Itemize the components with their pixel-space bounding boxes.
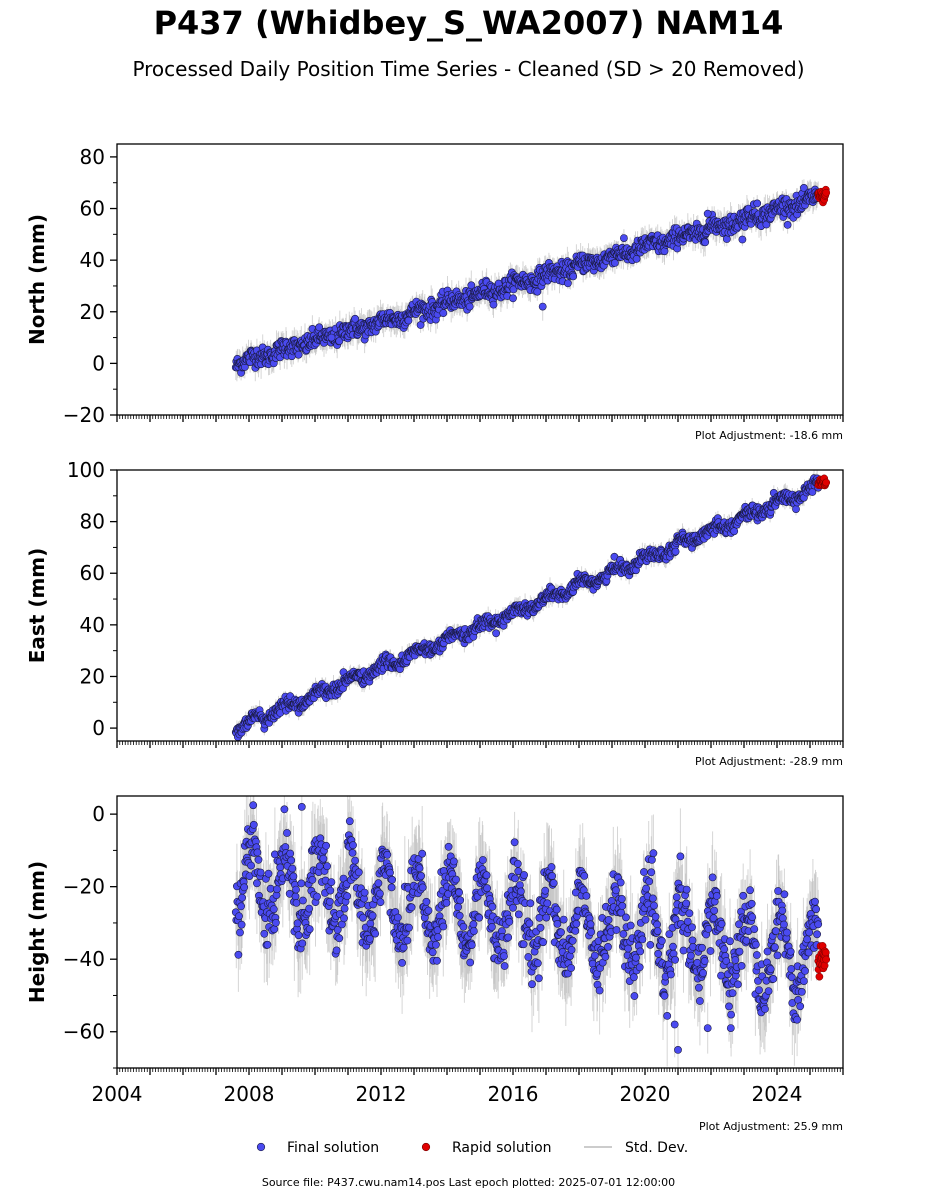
final-solution-point	[730, 527, 739, 536]
panel-north: −20 0 20 40 60 80 North (mm) Plot Adjustment: -…	[25, 143, 844, 442]
final-solution-point	[509, 294, 517, 303]
final-solution-point	[564, 279, 572, 288]
final-solution-point	[738, 235, 747, 244]
y-tick-label: 80	[80, 145, 105, 169]
final-solution-point	[439, 309, 448, 317]
final-solution-point	[632, 254, 641, 263]
east-y-axis: 0 20 40 60 80 100	[67, 458, 117, 740]
north-rapid-points	[814, 185, 831, 207]
final-solution-point	[671, 547, 680, 556]
y-tick-label: 0	[92, 351, 105, 375]
east-plot-frame	[116, 469, 844, 742]
chart-subtitle: Processed Daily Position Time Series - C…	[132, 57, 805, 81]
final-solution-point	[351, 314, 359, 323]
final-solution-point	[783, 220, 792, 229]
y-tick-label: 80	[80, 510, 105, 534]
east-data	[231, 470, 831, 741]
rapid-solution-point	[822, 478, 831, 487]
final-solution-point	[335, 337, 344, 345]
y-tick-label: 100	[67, 458, 105, 482]
y-tick-label: 60	[80, 197, 105, 221]
north-y-axis-label: North (mm)	[25, 214, 49, 345]
final-solution-point	[611, 258, 619, 267]
final-solution-point	[701, 238, 710, 247]
final-solution-point	[538, 302, 547, 311]
final-solution-point	[467, 281, 476, 290]
east-final-points	[231, 474, 823, 741]
east-x-axis	[116, 741, 844, 748]
final-solution-point	[492, 629, 500, 638]
y-tick-label: 40	[80, 248, 105, 272]
final-solution-point	[315, 323, 324, 332]
north-y-axis: −20 0 20 40 60 80	[63, 145, 117, 427]
final-solution-point	[569, 272, 578, 281]
final-solution-point	[660, 247, 669, 256]
rapid-solution-point	[822, 188, 831, 197]
final-solution-point	[703, 209, 712, 218]
north-plot-adjustment: Plot Adjustment: -18.6 mm	[695, 429, 843, 442]
y-tick-label: 20	[80, 300, 105, 324]
final-solution-point	[404, 316, 413, 325]
y-tick-label: −20	[63, 403, 105, 427]
north-final-points	[231, 183, 823, 377]
final-solution-point	[792, 505, 800, 513]
y-tick-label: 60	[80, 561, 105, 585]
final-solution-point	[294, 350, 303, 359]
y-tick-label: 40	[80, 613, 105, 637]
east-rapid-points	[814, 474, 831, 490]
final-solution-point	[327, 333, 336, 342]
final-solution-point	[489, 300, 498, 309]
final-solution-point	[533, 287, 542, 296]
north-x-axis	[116, 415, 844, 422]
chart-title: P437 (Whidbey_S_WA2007) NAM14	[153, 4, 784, 42]
final-solution-point	[800, 183, 808, 192]
final-solution-point	[753, 199, 762, 208]
final-solution-point	[465, 302, 474, 311]
final-solution-point	[620, 234, 628, 242]
y-tick-label: 20	[80, 664, 105, 688]
north-data	[231, 179, 831, 382]
y-tick-label: 0	[92, 716, 105, 740]
